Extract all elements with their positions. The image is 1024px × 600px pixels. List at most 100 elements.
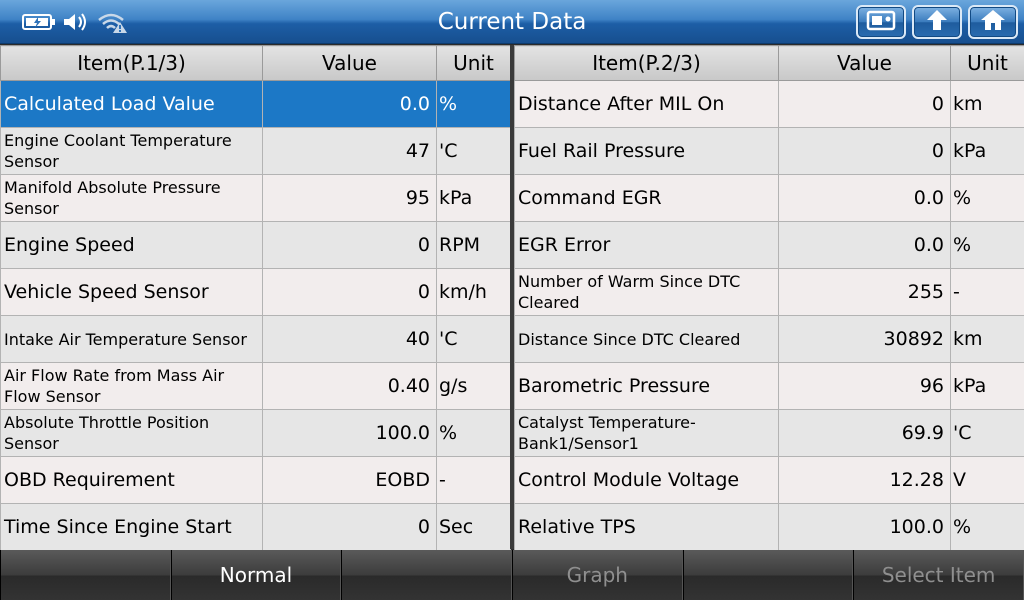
item-value: 40 <box>262 315 437 363</box>
home-button[interactable] <box>968 5 1018 39</box>
table-divider <box>510 45 514 549</box>
table-row[interactable]: Number of Warm Since DTC Cleared 255 - <box>514 268 1024 316</box>
item-name: Calculated Load Value <box>0 80 263 128</box>
item-value: 0.0 <box>778 221 951 269</box>
item-value: EOBD <box>262 456 437 504</box>
item-unit: kPa <box>950 127 1024 175</box>
table-row[interactable]: Engine Speed 0 RPM <box>0 221 511 269</box>
title-bar: Current Data <box>0 0 1024 44</box>
empty-button-2[interactable] <box>341 550 512 600</box>
item-name: Engine Coolant Temperature Sensor <box>0 127 263 175</box>
empty-button-1[interactable] <box>0 550 171 600</box>
item-value: 0 <box>262 503 437 551</box>
item-value: 0 <box>778 80 951 128</box>
toolbar-buttons <box>856 5 1018 39</box>
table-row[interactable]: Distance Since DTC Cleared 30892 km <box>514 315 1024 363</box>
item-value: 0 <box>778 127 951 175</box>
screenshot-button[interactable] <box>856 5 906 39</box>
unit-column-header: Unit <box>950 45 1024 81</box>
item-value: 100.0 <box>778 503 951 551</box>
item-unit: 'C <box>436 315 511 363</box>
table-row[interactable]: Relative TPS 100.0 % <box>514 503 1024 551</box>
graph-button[interactable]: Graph <box>511 550 683 600</box>
table-row[interactable]: Engine Coolant Temperature Sensor 47 'C <box>0 127 511 175</box>
item-unit: % <box>436 80 511 128</box>
item-value: 96 <box>778 362 951 410</box>
item-name: Air Flow Rate from Mass Air Flow Sensor <box>0 362 263 410</box>
table-row[interactable]: Command EGR 0.0 % <box>514 174 1024 222</box>
item-value: 0 <box>262 221 437 269</box>
item-value: 100.0 <box>262 409 437 457</box>
home-icon <box>979 8 1007 36</box>
right-data-table: Item(P.2/3) Value Unit Distance After MI… <box>514 45 1024 551</box>
item-unit: 'C <box>950 409 1024 457</box>
item-unit: kPa <box>950 362 1024 410</box>
wifi-warning-icon <box>96 10 128 34</box>
item-column-header: Item(P.2/3) <box>514 45 779 81</box>
table-row[interactable]: Manifold Absolute Pressure Sensor 95 kPa <box>0 174 511 222</box>
item-unit: 'C <box>436 127 511 175</box>
table-header: Item(P.2/3) Value Unit <box>514 45 1024 81</box>
bottom-toolbar: Normal Graph Select Item <box>0 550 1024 600</box>
item-name: EGR Error <box>514 221 779 269</box>
table-row[interactable]: Calculated Load Value 0.0 % <box>0 80 511 128</box>
item-unit: % <box>950 503 1024 551</box>
table-header: Item(P.1/3) Value Unit <box>0 45 511 81</box>
item-name: Distance Since DTC Cleared <box>514 315 779 363</box>
table-row[interactable]: EGR Error 0.0 % <box>514 221 1024 269</box>
item-value: 47 <box>262 127 437 175</box>
table-row[interactable]: OBD Requirement EOBD - <box>0 456 511 504</box>
item-name: Distance After MIL On <box>514 80 779 128</box>
item-value: 0 <box>262 268 437 316</box>
item-unit: g/s <box>436 362 511 410</box>
item-unit: % <box>950 174 1024 222</box>
item-unit: kPa <box>436 174 511 222</box>
speaker-icon <box>62 11 90 33</box>
table-row[interactable]: Fuel Rail Pressure 0 kPa <box>514 127 1024 175</box>
item-name: Control Module Voltage <box>514 456 779 504</box>
item-unit: - <box>950 268 1024 316</box>
item-name: Time Since Engine Start <box>0 503 263 551</box>
unit-column-header: Unit <box>436 45 511 81</box>
item-unit: km <box>950 80 1024 128</box>
page-title: Current Data <box>437 9 587 35</box>
table-row[interactable]: Vehicle Speed Sensor 0 km/h <box>0 268 511 316</box>
item-unit: V <box>950 456 1024 504</box>
table-row[interactable]: Catalyst Temperature-Bank1/Sensor1 69.9 … <box>514 409 1024 457</box>
item-value: 0.0 <box>262 80 437 128</box>
item-unit: km <box>950 315 1024 363</box>
item-value: 0.0 <box>778 174 951 222</box>
item-unit: % <box>950 221 1024 269</box>
item-unit: km/h <box>436 268 511 316</box>
table-row[interactable]: Absolute Throttle Position Sensor 100.0 … <box>0 409 511 457</box>
table-row[interactable]: Intake Air Temperature Sensor 40 'C <box>0 315 511 363</box>
table-row[interactable]: Time Since Engine Start 0 Sec <box>0 503 511 551</box>
normal-button[interactable]: Normal <box>170 550 342 600</box>
item-value: 255 <box>778 268 951 316</box>
item-name: Barometric Pressure <box>514 362 779 410</box>
screenshot-icon <box>866 9 896 35</box>
empty-button-3[interactable] <box>682 550 854 600</box>
item-unit: % <box>436 409 511 457</box>
back-button[interactable] <box>912 5 962 39</box>
table-row[interactable]: Barometric Pressure 96 kPa <box>514 362 1024 410</box>
item-column-header: Item(P.1/3) <box>0 45 263 81</box>
item-name: Catalyst Temperature-Bank1/Sensor1 <box>514 409 779 457</box>
table-row[interactable]: Control Module Voltage 12.28 V <box>514 456 1024 504</box>
item-unit: - <box>436 456 511 504</box>
item-name: OBD Requirement <box>0 456 263 504</box>
select-item-button[interactable]: Select Item <box>853 550 1024 600</box>
item-value: 69.9 <box>778 409 951 457</box>
item-name: Engine Speed <box>0 221 263 269</box>
item-name: Manifold Absolute Pressure Sensor <box>0 174 263 222</box>
item-value: 0.40 <box>262 362 437 410</box>
value-column-header: Value <box>262 45 437 81</box>
item-unit: Sec <box>436 503 511 551</box>
back-icon <box>923 8 951 36</box>
item-name: Vehicle Speed Sensor <box>0 268 263 316</box>
item-name: Relative TPS <box>514 503 779 551</box>
status-icons <box>22 10 128 34</box>
item-name: Command EGR <box>514 174 779 222</box>
table-row[interactable]: Distance After MIL On 0 km <box>514 80 1024 128</box>
table-row[interactable]: Air Flow Rate from Mass Air Flow Sensor … <box>0 362 511 410</box>
